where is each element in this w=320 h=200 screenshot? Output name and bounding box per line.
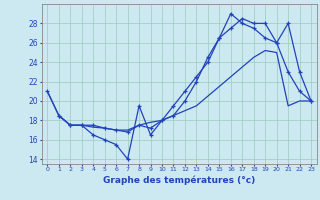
X-axis label: Graphe des températures (°c): Graphe des températures (°c) [103,175,255,185]
